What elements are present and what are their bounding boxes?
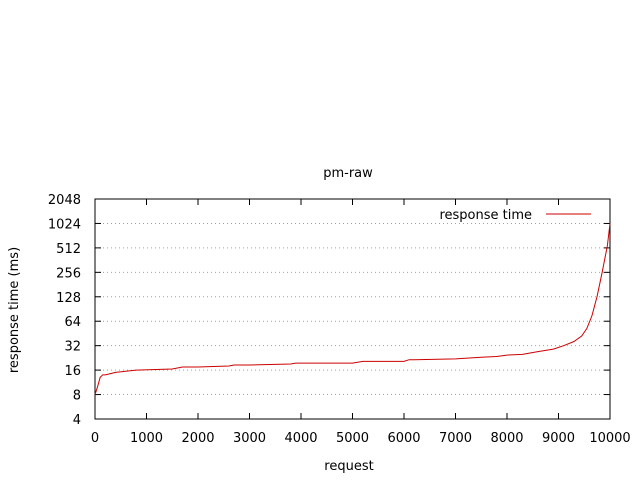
- x-tick-label-5000: 5000: [336, 431, 369, 446]
- plot-frame: [94, 198, 611, 420]
- x-axis-label: request: [324, 459, 373, 474]
- axis-ticks: [94, 198, 611, 420]
- y-tick-labels: 4 8 16 32 64 128 256 512 1024 2048: [48, 193, 81, 428]
- x-tick-label-10000: 10000: [589, 431, 630, 446]
- series-line-response-time: [94, 223, 611, 395]
- x-tick-label-1000: 1000: [130, 431, 163, 446]
- y-tick-label-1024: 1024: [48, 217, 81, 232]
- y-tick-label-64: 64: [64, 315, 81, 330]
- x-tick-label-3000: 3000: [233, 431, 266, 446]
- y-tick-label-128: 128: [56, 291, 81, 306]
- y-tick-label-16: 16: [64, 364, 81, 379]
- y-tick-label-2048: 2048: [48, 193, 81, 208]
- x-tick-label-7000: 7000: [439, 431, 472, 446]
- chart-title: pm-raw: [323, 166, 373, 181]
- y-tick-label-8: 8: [73, 389, 81, 404]
- legend: response time: [439, 208, 591, 223]
- y-tick-label-32: 32: [64, 340, 81, 355]
- x-tick-label-9000: 9000: [542, 431, 575, 446]
- x-tick-label-2000: 2000: [181, 431, 214, 446]
- x-tick-label-0: 0: [91, 431, 99, 446]
- x-tick-label-6000: 6000: [387, 431, 420, 446]
- y-axis-label: response time (ms): [7, 247, 22, 373]
- y-tick-label-4: 4: [73, 413, 81, 428]
- legend-label: response time: [439, 208, 532, 223]
- x-tick-labels: 0 1000 2000 3000 4000 5000 6000 7000 8000 9000 100…: [91, 431, 631, 446]
- x-tick-label-4000: 4000: [284, 431, 317, 446]
- y-tick-label-512: 512: [56, 242, 81, 257]
- x-tick-label-8000: 8000: [490, 431, 523, 446]
- y-tick-label-256: 256: [56, 266, 81, 281]
